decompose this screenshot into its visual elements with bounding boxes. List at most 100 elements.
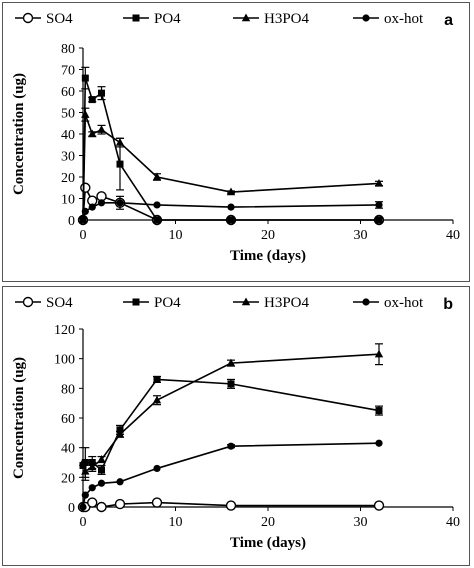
x-tick-label: 30 [354,515,368,530]
x-tick-label: 20 [261,515,275,530]
data-point-po4 [116,160,124,168]
data-point-ox-hot [375,439,383,447]
y-tick-label: 20 [61,471,75,486]
legend-label-ox-hot: ox-hot [384,11,424,27]
data-point-h3po4 [81,466,90,475]
data-point-ox-hot [227,442,235,450]
data-point-ox-hot [79,216,87,224]
data-point-ox-hot [79,503,87,511]
x-tick-label: 40 [446,228,460,243]
data-point-h3po4 [226,358,236,367]
data-point-ox-hot [88,484,96,492]
y-tick-label: 120 [54,323,75,338]
legend-label-h3po4: H3PO4 [264,295,310,311]
panel-label: b [443,296,453,313]
data-point-so4 [87,497,98,508]
y-tick-label: 50 [61,107,75,122]
legend-marker-po4 [132,298,140,306]
legend-marker-h3po4 [241,297,251,306]
y-tick-label: 30 [61,150,75,165]
panel-label: a [444,12,453,29]
legend-label-ox-hot: ox-hot [384,295,424,311]
data-point-ox-hot [97,479,106,487]
data-point-ox-hot [97,199,106,207]
legend-label-po4: PO4 [154,295,181,311]
data-point-po4 [227,216,235,224]
legend-marker-h3po4 [241,13,251,22]
data-point-h3po4 [88,462,97,471]
data-point-h3po4 [374,178,384,187]
y-tick-label: 70 [61,64,75,79]
y-tick-label: 80 [61,382,75,397]
legend-marker-so4 [22,12,34,24]
data-point-po4 [227,380,235,388]
y-tick-label: 0 [68,214,75,229]
y-tick-label: 60 [61,412,75,427]
data-point-ox-hot [88,203,96,211]
data-point-ox-hot [81,491,89,499]
x-axis-label: Time (days) [230,535,306,551]
series-line-po4 [82,378,380,472]
legend-marker-ox-hot [362,14,370,22]
y-axis-label: Concentration (ug) [11,73,27,195]
series-line-po4 [82,77,379,221]
data-point-ox-hot [116,199,124,207]
legend-label-so4: SO4 [46,295,73,311]
data-point-ox-hot [81,207,89,215]
data-point-h3po4 [88,129,97,138]
data-point-so4 [96,501,107,513]
x-tick-label: 0 [80,228,87,243]
x-tick-label: 30 [354,228,368,243]
data-point-so4 [114,498,126,510]
legend-marker-ox-hot [362,298,370,306]
legend-label-po4: PO4 [154,11,181,27]
legend-label-h3po4: H3PO4 [264,11,310,27]
data-point-po4 [81,74,89,82]
y-tick-label: 40 [61,128,75,143]
data-point-so4 [373,500,385,511]
y-tick-label: 40 [61,442,75,457]
chart-panel-b: SO4 PO4 H3PO4 ox-hot b 0 20 40 60 80 100 120 0 10 20 30… [2,286,470,566]
x-axis-label: Time (days) [230,248,306,264]
y-tick-label: 0 [68,501,75,516]
data-point-po4 [153,375,161,383]
data-point-h3po4 [97,455,106,463]
x-tick-label: 0 [80,515,87,530]
data-point-po4 [98,89,105,97]
legend-marker-po4 [132,14,140,22]
y-tick-label: 80 [61,42,75,57]
data-point-ox-hot [116,478,124,486]
data-point-h3po4 [115,138,125,146]
data-point-h3po4 [81,110,90,118]
data-point-po4 [375,407,383,415]
x-tick-label: 10 [169,228,183,243]
data-point-po4 [153,216,161,224]
data-point-ox-hot [153,201,161,209]
x-tick-label: 20 [261,228,275,243]
y-tick-label: 10 [61,193,75,208]
y-tick-label: 60 [61,85,75,100]
x-tick-label: 10 [169,515,183,530]
data-point-h3po4 [226,187,236,196]
data-point-h3po4 [115,429,125,438]
data-point-h3po4 [374,349,384,358]
chart-panel-a: SO4 PO4 H3PO4 ox-hot a 0 10 20 30 40 50 60 70 80 0 10 20… [2,2,470,282]
series-line-h3po4 [82,353,380,473]
data-point-h3po4 [97,125,106,133]
chart-a-svg: SO4 PO4 H3PO4 ox-hot a 0 10 20 30 40 50 60 70 80 0 10 20… [11,11,460,264]
data-point-so4 [151,497,163,508]
legend-marker-so4 [22,296,34,308]
legend-label-so4: SO4 [46,11,73,27]
data-point-so4 [80,182,91,193]
data-point-po4 [88,96,96,104]
series-line-h3po4 [82,114,380,221]
data-point-h3po4 [152,172,162,181]
data-point-so4 [225,500,237,511]
y-tick-label: 20 [61,171,75,186]
y-axis-label: Concentration (ug) [11,357,27,479]
chart-b-svg: SO4 PO4 H3PO4 ox-hot b 0 20 40 60 80 100 120 0 10 20 30… [11,295,460,551]
data-point-ox-hot [375,201,383,209]
data-point-h3po4 [152,395,162,404]
data-point-ox-hot [227,203,235,211]
data-point-po4 [375,216,383,224]
